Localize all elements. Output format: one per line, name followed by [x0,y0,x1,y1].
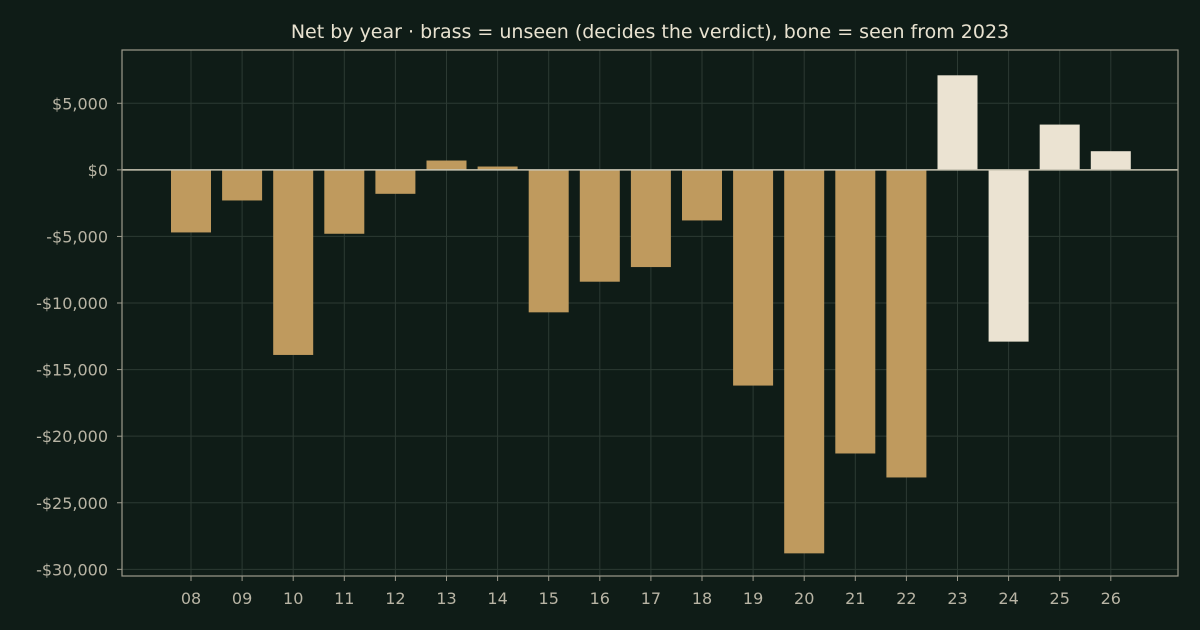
x-tick-label: 21 [845,589,865,608]
bar-unseen-16 [579,169,620,282]
chart-title: Net by year · brass = unseen (decides th… [291,21,1009,43]
x-tick-label: 11 [334,589,354,608]
bar-seen-25 [1039,124,1080,170]
bar-unseen-22 [886,169,927,478]
y-tick-label: -$25,000 [36,494,108,513]
x-tick-label: 26 [1101,589,1121,608]
bar-seen-24 [988,169,1029,342]
y-tick-label: -$10,000 [36,294,108,313]
x-tick-label: 10 [283,589,303,608]
bar-unseen-15 [528,169,569,313]
x-tick-label: 15 [539,589,559,608]
bar-unseen-20 [784,169,825,554]
bar-seen-23 [937,75,978,170]
plot-frame [121,49,1179,577]
x-tick-label: 08 [181,589,201,608]
x-tick-label: 24 [998,589,1018,608]
y-tick-label: -$15,000 [36,361,108,380]
bar-unseen-11 [324,169,365,234]
x-tick-label: 25 [1050,589,1070,608]
x-tick-label: 14 [487,589,507,608]
bar-seen-26 [1090,151,1131,170]
x-tick-label: 17 [641,589,661,608]
y-tick-label: $5,000 [52,94,108,113]
x-tick-label: 16 [590,589,610,608]
y-tick-label: -$30,000 [36,560,108,579]
x-tick-label: 18 [692,589,712,608]
x-tick-label: 09 [232,589,252,608]
y-tick-label: -$20,000 [36,427,108,446]
y-tick-label: -$5,000 [46,227,108,246]
bar-unseen-13 [426,160,467,170]
bar-unseen-12 [375,169,416,194]
bar-unseen-10 [273,169,314,355]
bar-unseen-21 [835,169,876,454]
x-tick-label: 13 [436,589,456,608]
x-tick-label: 19 [743,589,763,608]
x-tick-label: 20 [794,589,814,608]
bar-unseen-14 [477,166,518,170]
x-tick-label: 12 [385,589,405,608]
bar-unseen-19 [733,169,774,386]
bar-unseen-17 [630,169,671,268]
bar-unseen-09 [222,169,263,201]
y-tick-label: $0 [88,161,108,180]
axes: $5,000 $0 -$5,000 -$10,000 -$15,000 -$20,000 -… [36,49,1179,608]
bar-unseen-08 [171,169,211,233]
bar-unseen-18 [682,169,722,221]
bars [171,75,1131,554]
x-tick-label: 22 [896,589,916,608]
x-tick-label: 23 [947,589,967,608]
